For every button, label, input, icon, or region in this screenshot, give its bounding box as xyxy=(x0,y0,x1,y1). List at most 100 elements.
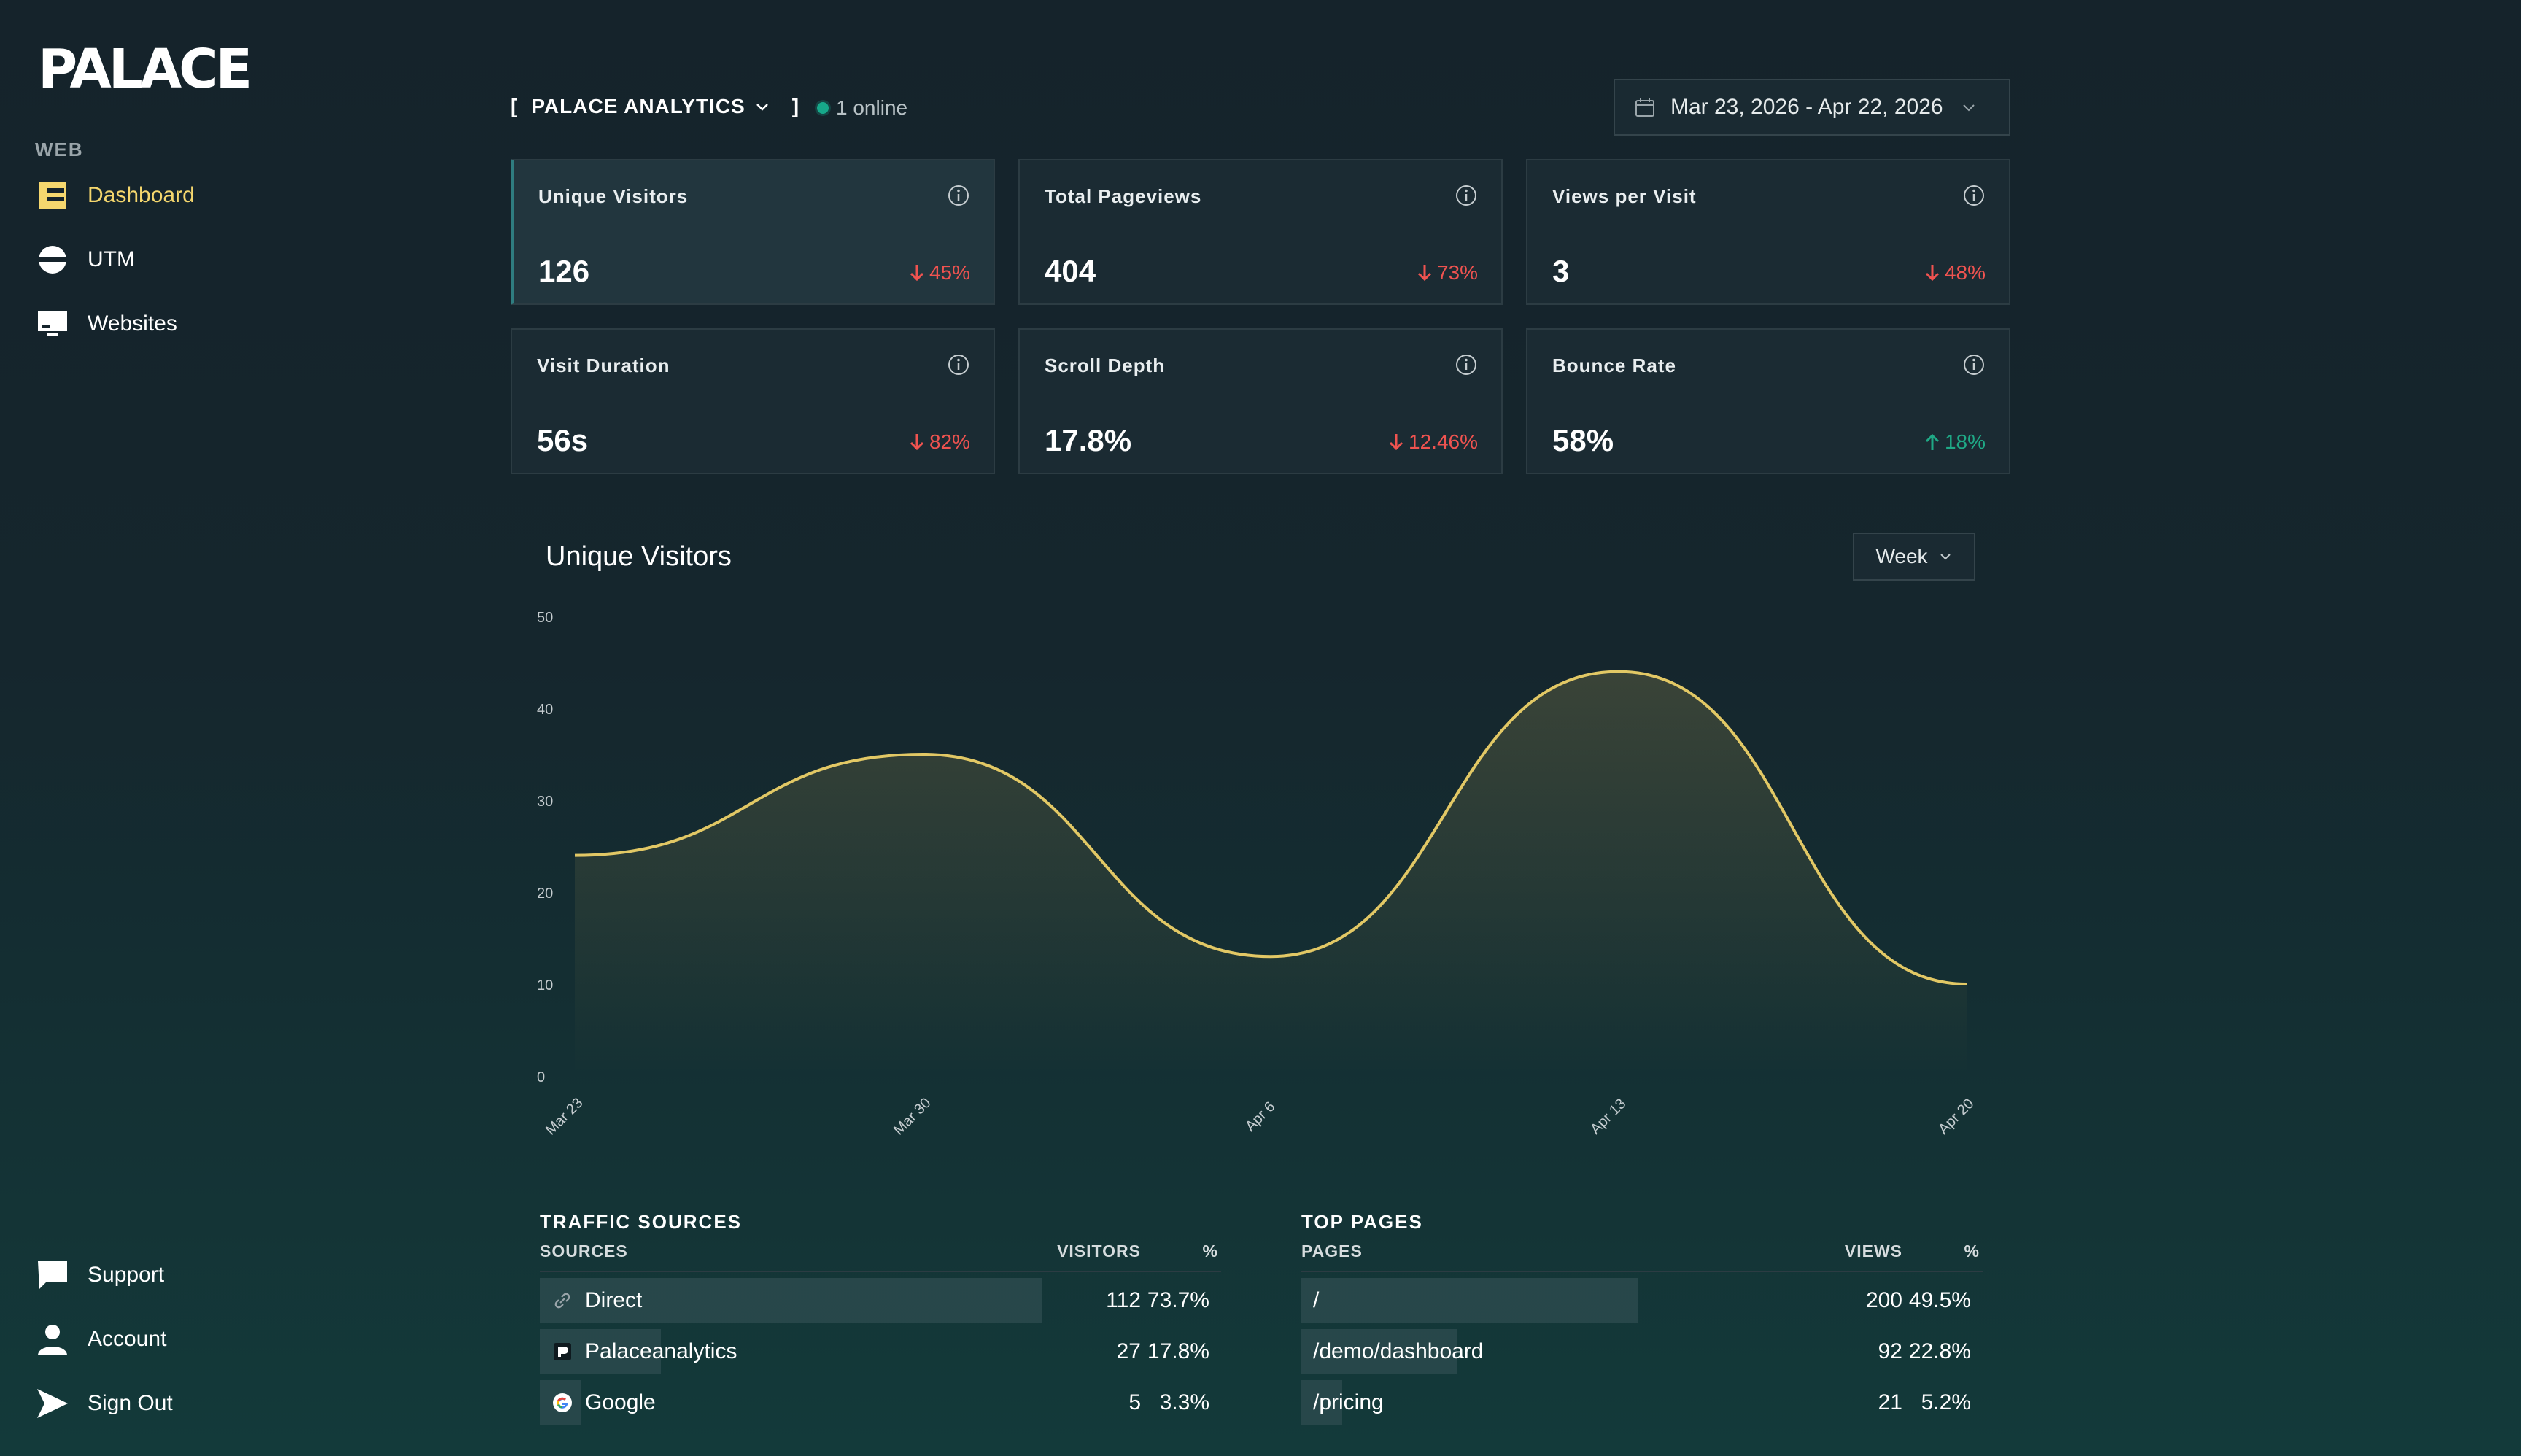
row-value: 92 xyxy=(1878,1339,1902,1363)
kpi-title: Total Pageviews xyxy=(1045,185,1202,207)
y-tick-label: 10 xyxy=(537,977,553,994)
series-area xyxy=(575,671,1967,1076)
kpi-visit-duration[interactable]: Visit Duration 56s 82% xyxy=(511,328,995,474)
arrow-down-icon xyxy=(1389,434,1403,451)
sidebar-item-account[interactable]: Account xyxy=(35,1317,444,1361)
sidebar-item-sign-out[interactable]: Sign Out xyxy=(35,1382,444,1425)
share-bar xyxy=(1301,1278,1639,1323)
main-content: [ PALACE ANALYTICS ] 1 online Mar 23, 20… xyxy=(511,0,2010,1456)
row-percent: 49.5% xyxy=(1908,1288,1971,1312)
share-bar xyxy=(540,1278,1042,1323)
row-label: /demo/dashboard xyxy=(1313,1339,1484,1363)
table-row[interactable]: /demo/dashboard 92 22.8% xyxy=(1301,1329,1983,1374)
table-row[interactable]: /pricing 21 5.2% xyxy=(1301,1380,1983,1425)
interval-label: Week xyxy=(1875,545,1928,568)
chat-icon xyxy=(35,1258,70,1293)
arrow-down-icon xyxy=(910,434,924,451)
sign-out-icon xyxy=(35,1386,70,1421)
arrow-down-icon xyxy=(910,265,924,282)
row-label: Google xyxy=(540,1390,1031,1415)
col-sources: SOURCES xyxy=(540,1242,628,1261)
kpi-change: 18% xyxy=(1924,430,1986,454)
info-icon[interactable] xyxy=(1962,353,1986,376)
sidebar-item-label: Sign Out xyxy=(88,1391,173,1415)
kpi-value: 3 xyxy=(1552,254,1570,288)
row-value: 112 xyxy=(1106,1288,1141,1312)
palace-logo[interactable]: PALACE xyxy=(38,38,257,101)
info-icon[interactable] xyxy=(947,353,970,376)
row-percent: 5.2% xyxy=(1921,1390,1971,1414)
share-bar xyxy=(1301,1329,1457,1374)
kpi-total-pageviews[interactable]: Total Pageviews 404 73% xyxy=(1018,159,1503,305)
sidebar-item-utm[interactable]: UTM xyxy=(35,238,444,282)
sidebar-item-websites[interactable]: Websites xyxy=(35,302,444,346)
top-pages-table: TOP PAGES PAGES VIEWS % / 200 49.5% /demo/d… xyxy=(1301,1211,1983,1425)
top-bar: [ PALACE ANALYTICS ] 1 online Mar 23, 20… xyxy=(511,79,2010,137)
col-views: VIEWS xyxy=(1844,1242,1902,1261)
kpi-scroll-depth[interactable]: Scroll Depth 17.8% 12.46% xyxy=(1018,328,1503,474)
sidebar-item-label: Account xyxy=(88,1327,167,1351)
kpi-value: 17.8% xyxy=(1045,423,1132,457)
info-icon[interactable] xyxy=(1962,184,1986,207)
table-title: TRAFFIC SOURCES xyxy=(540,1211,742,1233)
kpi-unique-visitors[interactable]: Unique Visitors 126 45% xyxy=(511,159,995,305)
table-row[interactable]: Google 5 3.3% xyxy=(540,1380,1221,1425)
bracket-right: ] xyxy=(791,95,800,117)
sidebar-item-support[interactable]: Support xyxy=(35,1253,444,1297)
row-value: 200 xyxy=(1865,1288,1902,1312)
row-label: / xyxy=(1313,1288,1320,1312)
kpi-bounce-rate[interactable]: Bounce Rate 58% 18% xyxy=(1526,328,2010,474)
sidebar-item-dashboard[interactable]: Dashboard xyxy=(35,174,444,217)
y-tick-label: 30 xyxy=(537,794,553,810)
row-label: Direct xyxy=(540,1288,1031,1313)
kpi-value: 58% xyxy=(1552,423,1614,457)
kpi-value: 126 xyxy=(538,254,590,288)
site-name: PALACE ANALYTICS xyxy=(531,95,746,117)
kpi-change: 45% xyxy=(909,261,970,284)
table-row[interactable]: Palaceanalytics 27 17.8% xyxy=(540,1329,1221,1374)
row-label: Palaceanalytics xyxy=(540,1339,1031,1364)
kpi-change: 82% xyxy=(909,430,970,454)
sidebar-item-label: Dashboard xyxy=(88,183,195,207)
monitor-icon xyxy=(35,306,70,341)
arrow-up-icon xyxy=(1925,433,1940,450)
x-tick-label: Mar 23 xyxy=(543,1095,586,1139)
kpi-change: 73% xyxy=(1417,261,1478,284)
interval-select[interactable]: Week xyxy=(1853,533,1975,581)
x-tick-label: Apr 20 xyxy=(1935,1096,1977,1137)
y-tick-label: 40 xyxy=(537,702,553,718)
palace-icon xyxy=(551,1341,573,1363)
series-line xyxy=(574,670,1967,985)
layout-icon xyxy=(35,178,70,213)
date-range-picker[interactable]: Mar 23, 2026 - Apr 22, 2026 xyxy=(1614,79,2010,136)
info-icon[interactable] xyxy=(1455,353,1478,376)
kpi-title: Scroll Depth xyxy=(1045,355,1166,376)
bracket-left: [ xyxy=(511,95,519,117)
link-icon xyxy=(551,1290,573,1312)
col-pct: % xyxy=(1964,1242,1980,1261)
row-percent: 17.8% xyxy=(1147,1339,1209,1363)
calendar-icon xyxy=(1635,98,1654,117)
row-percent: 73.7% xyxy=(1147,1288,1209,1312)
unique-visitors-chart: 0 10 20 30 40 50 Mar 23 Mar 30 Apr 6 Apr 13 Apr 2… xyxy=(537,610,1977,1139)
site-selector[interactable]: [ PALACE ANALYTICS ] xyxy=(511,95,813,118)
table-row[interactable]: Direct 112 73.7% xyxy=(540,1278,1221,1323)
col-pct: % xyxy=(1202,1242,1218,1261)
traffic-sources-table: TRAFFIC SOURCES SOURCES VISITORS % Direc… xyxy=(540,1211,1221,1425)
row-percent: 3.3% xyxy=(1159,1390,1209,1414)
section-label-web: WEB xyxy=(35,139,84,160)
info-icon[interactable] xyxy=(947,184,970,207)
user-icon xyxy=(35,1322,70,1357)
kpi-views-per-visit[interactable]: Views per Visit 3 48% xyxy=(1526,159,2010,305)
kpi-value: 56s xyxy=(537,423,589,457)
kpi-change: 48% xyxy=(1924,261,1986,284)
chevron-down-icon xyxy=(1940,554,1951,560)
y-tick-label: 50 xyxy=(537,610,553,626)
arrow-down-icon xyxy=(1925,265,1940,282)
table-row[interactable]: / 200 49.5% xyxy=(1301,1278,1983,1323)
arrow-down-icon xyxy=(1417,265,1432,282)
col-pages: PAGES xyxy=(1301,1242,1363,1261)
y-tick-label: 20 xyxy=(537,886,553,902)
info-icon[interactable] xyxy=(1455,184,1478,207)
online-dot-icon xyxy=(817,102,829,114)
